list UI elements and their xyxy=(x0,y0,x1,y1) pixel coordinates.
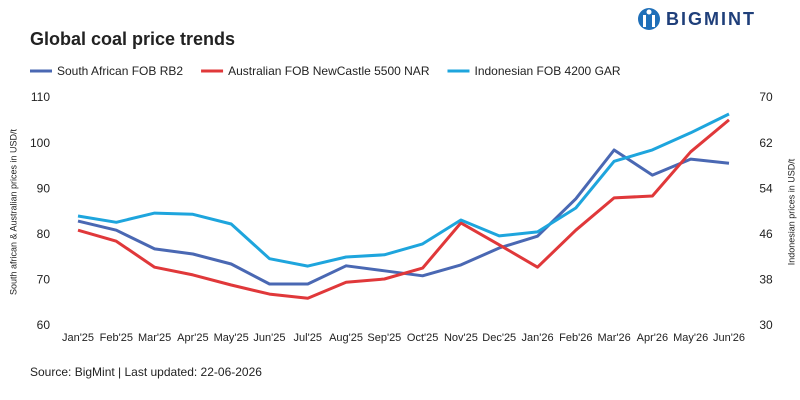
y2-tick-label: 70 xyxy=(759,90,773,104)
y-tick-label: 80 xyxy=(37,227,51,241)
series-line xyxy=(77,112,730,268)
legend-label: South African FOB RB2 xyxy=(57,64,183,78)
series-line xyxy=(77,118,730,300)
y2-tick-label: 54 xyxy=(759,181,773,195)
chart-title: Global coal price trends xyxy=(30,29,235,49)
x-tick-label: Dec'25 xyxy=(482,332,516,344)
x-tick-label: Jun'26 xyxy=(713,332,745,344)
x-tick-label: Aug'25 xyxy=(329,332,363,344)
source-note: Source: BigMint | Last updated: 22-06-20… xyxy=(30,365,262,379)
series-line xyxy=(77,148,730,286)
x-tick-label: Mar'26 xyxy=(597,332,630,344)
y2-tick-label: 30 xyxy=(759,318,773,332)
x-tick-label: Sep'25 xyxy=(367,332,401,344)
y-tick-label: 90 xyxy=(37,181,51,195)
legend-label: Australian FOB NewCastle 5500 NAR xyxy=(228,64,430,78)
x-tick-label: Jul'25 xyxy=(294,332,322,344)
x-tick-label: Mar'25 xyxy=(138,332,171,344)
x-tick-label: Apr'25 xyxy=(177,332,208,344)
x-tick-label: Nov'25 xyxy=(444,332,478,344)
x-tick-label: Jun'25 xyxy=(253,332,285,344)
x-tick-label: May'26 xyxy=(673,332,708,344)
y-tick-label: 110 xyxy=(31,90,50,104)
x-tick-label: Jan'25 xyxy=(62,332,94,344)
x-tick-label: Oct'25 xyxy=(407,332,438,344)
y-tick-label: 60 xyxy=(37,318,51,332)
x-tick-label: Apr'26 xyxy=(637,332,668,344)
y-tick-label: 70 xyxy=(37,273,51,287)
brand: BIGMINT xyxy=(666,9,756,29)
y-tick-label: 100 xyxy=(30,136,50,150)
legend-label: Indonesian FOB 4200 GAR xyxy=(474,64,620,78)
y2-tick-label: 46 xyxy=(759,227,773,241)
x-tick-label: Jan'26 xyxy=(521,332,553,344)
y2-tick-label: 38 xyxy=(759,273,773,287)
y2-tick-label: 62 xyxy=(759,136,773,150)
x-tick-label: Feb'25 xyxy=(100,332,133,344)
y2-axis-label: Indonesian prices in USD/t xyxy=(786,158,796,265)
logo-icon xyxy=(638,8,660,30)
x-tick-label: May'25 xyxy=(214,332,249,344)
x-tick-label: Feb'26 xyxy=(559,332,592,344)
y-axis-label: South african & Australian prices in USD… xyxy=(8,128,18,295)
